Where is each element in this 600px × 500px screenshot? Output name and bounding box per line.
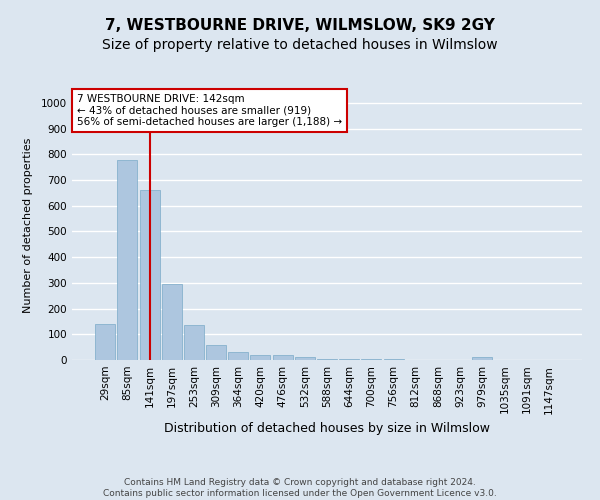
- Bar: [140, 190, 160, 360]
- Bar: [250, 356, 271, 360]
- Bar: [118, 160, 137, 360]
- Text: 7, WESTBOURNE DRIVE, WILMSLOW, SK9 2GY: 7, WESTBOURNE DRIVE, WILMSLOW, SK9 2GY: [105, 18, 495, 32]
- X-axis label: Distribution of detached houses by size in Wilmslow: Distribution of detached houses by size …: [164, 422, 490, 435]
- Bar: [383, 358, 404, 360]
- Bar: [295, 356, 315, 360]
- Bar: [162, 284, 182, 360]
- Bar: [184, 326, 204, 360]
- Bar: [228, 352, 248, 360]
- Bar: [206, 344, 226, 360]
- Bar: [339, 358, 359, 360]
- Bar: [472, 358, 492, 360]
- Y-axis label: Number of detached properties: Number of detached properties: [23, 138, 32, 312]
- Text: Size of property relative to detached houses in Wilmslow: Size of property relative to detached ho…: [102, 38, 498, 52]
- Text: Contains HM Land Registry data © Crown copyright and database right 2024.
Contai: Contains HM Land Registry data © Crown c…: [103, 478, 497, 498]
- Bar: [95, 324, 115, 360]
- Text: 7 WESTBOURNE DRIVE: 142sqm
← 43% of detached houses are smaller (919)
56% of sem: 7 WESTBOURNE DRIVE: 142sqm ← 43% of deta…: [77, 94, 342, 127]
- Bar: [272, 356, 293, 360]
- Bar: [361, 358, 382, 360]
- Bar: [317, 358, 337, 360]
